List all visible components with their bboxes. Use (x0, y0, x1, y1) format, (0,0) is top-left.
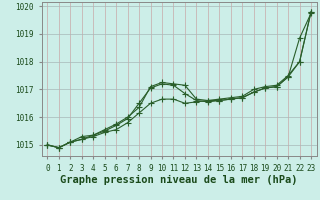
X-axis label: Graphe pression niveau de la mer (hPa): Graphe pression niveau de la mer (hPa) (60, 175, 298, 185)
